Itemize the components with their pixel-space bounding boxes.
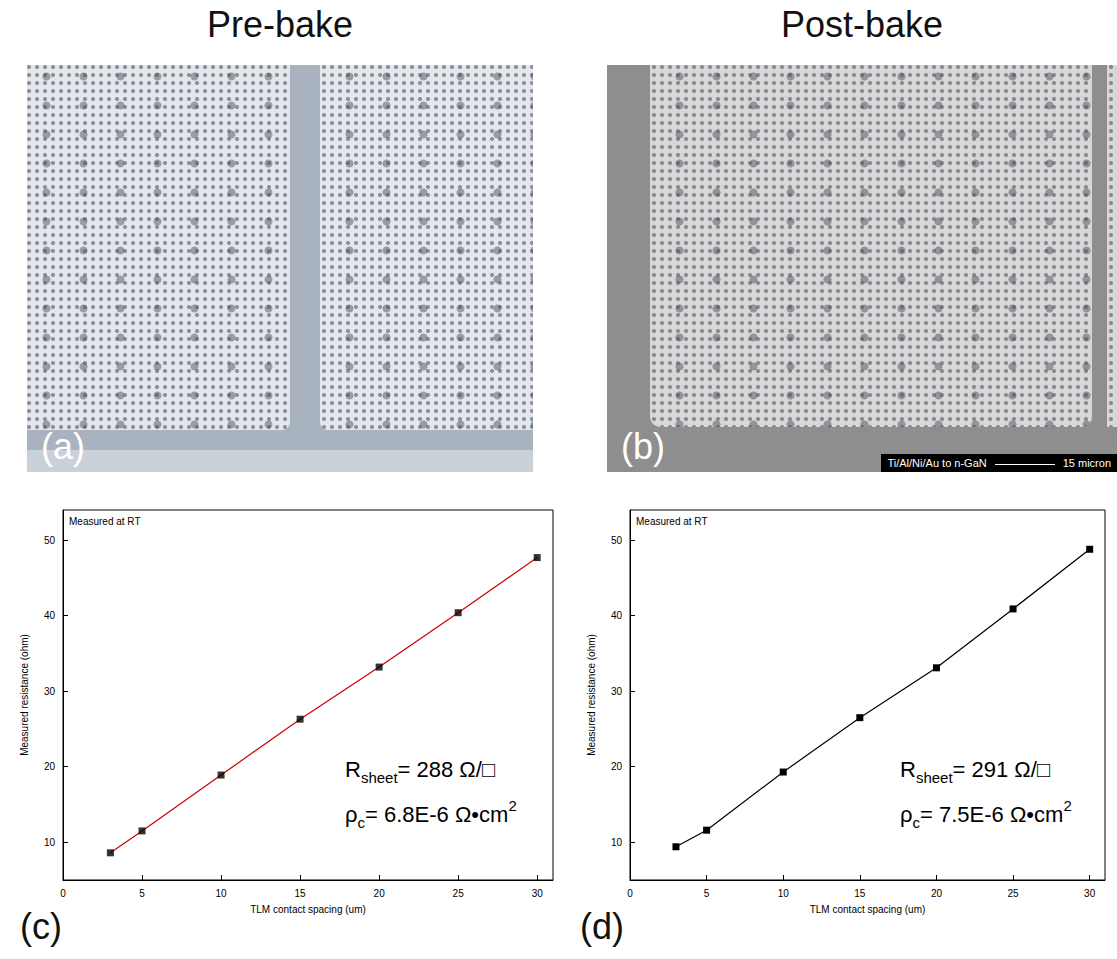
svg-text:20: 20 — [374, 888, 386, 899]
svg-text:40: 40 — [44, 610, 56, 621]
html-text:Pre-bake: Pre-bake — [207, 4, 353, 45]
svg-text:TLM contact spacing (um): TLM contact spacing (um) — [250, 904, 366, 915]
svg-text:Measured resistance (ohm): Measured resistance (ohm) — [19, 634, 30, 756]
svg-text:0: 0 — [627, 888, 633, 899]
svg-text:c: c — [912, 814, 920, 831]
svg-text:30: 30 — [532, 888, 544, 899]
svg-text:10: 10 — [611, 837, 623, 848]
svg-text:= 7.5E-6 Ω•cm: = 7.5E-6 Ω•cm — [920, 802, 1063, 827]
svg-text:30: 30 — [611, 686, 623, 697]
svg-text:25: 25 — [1008, 888, 1020, 899]
svg-text:Measured resistance (ohm): Measured resistance (ohm) — [586, 634, 597, 756]
svg-text:50: 50 — [611, 535, 623, 546]
svg-text:15: 15 — [295, 888, 307, 899]
svg-text:= 6.8E-6 Ω•cm: = 6.8E-6 Ω•cm — [365, 802, 508, 827]
svg-text:20: 20 — [611, 761, 623, 772]
svg-text:10: 10 — [44, 837, 56, 848]
svg-text:0: 0 — [60, 888, 66, 899]
html-text:(b): (b) — [621, 426, 665, 467]
svg-text:50: 50 — [44, 535, 56, 546]
svg-text:sheet: sheet — [361, 769, 399, 786]
svg-text:40: 40 — [611, 610, 623, 621]
svg-text:ρ: ρ — [900, 802, 913, 827]
svg-text:2: 2 — [1063, 797, 1071, 814]
svg-text:2: 2 — [508, 797, 516, 814]
svg-text:c: c — [357, 814, 365, 831]
html-text:Post-bake: Post-bake — [781, 4, 943, 45]
svg-text:30: 30 — [44, 686, 56, 697]
svg-text:ρ: ρ — [345, 802, 358, 827]
svg-text:15: 15 — [854, 888, 866, 899]
svg-text:Measured at RT: Measured at RT — [69, 516, 141, 527]
svg-text:TLM contact spacing (um): TLM contact spacing (um) — [810, 904, 926, 915]
svg-text:R: R — [345, 757, 361, 782]
svg-text:20: 20 — [44, 761, 56, 772]
svg-text:5: 5 — [139, 888, 145, 899]
html-text:(c): (c) — [20, 906, 62, 947]
svg-text:10: 10 — [216, 888, 228, 899]
html-text:15 micron: 15 micron — [1062, 457, 1111, 469]
svg-text:= 288 Ω/□: = 288 Ω/□ — [398, 757, 496, 782]
html-text:(a): (a) — [41, 426, 85, 467]
html-text:Ti/Al/Ni/Au to n-GaN: Ti/Al/Ni/Au to n-GaN — [887, 457, 987, 469]
svg-text:= 291 Ω/□: = 291 Ω/□ — [953, 757, 1051, 782]
svg-text:10: 10 — [778, 888, 790, 899]
svg-text:5: 5 — [704, 888, 710, 899]
svg-text:R: R — [900, 757, 916, 782]
svg-text:30: 30 — [1084, 888, 1096, 899]
html-text:(d): (d) — [580, 906, 624, 947]
svg-text:Measured at RT: Measured at RT — [636, 516, 708, 527]
svg-text:sheet: sheet — [916, 769, 954, 786]
svg-text:25: 25 — [453, 888, 465, 899]
svg-text:20: 20 — [931, 888, 943, 899]
